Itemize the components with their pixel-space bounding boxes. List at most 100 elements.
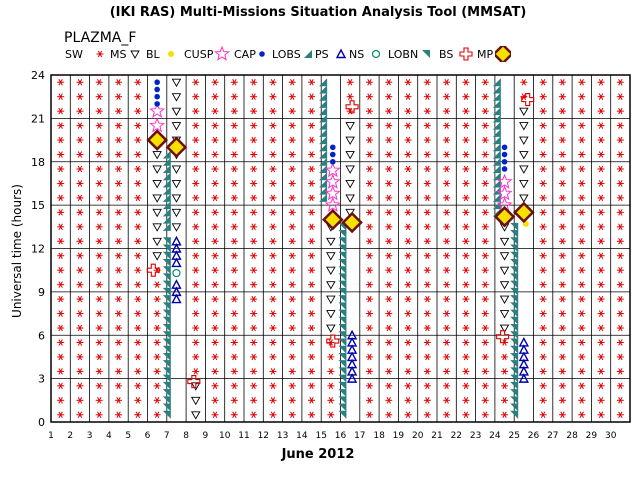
point-ms: [152, 165, 162, 174]
point-lobn: [162, 309, 171, 318]
point-sw: [423, 223, 431, 231]
point-sw: [385, 368, 393, 375]
point-sw: [616, 122, 624, 129]
point-sw: [76, 310, 84, 317]
point-lobn: [510, 258, 519, 267]
point-sw: [597, 252, 605, 260]
point-sw: [404, 165, 412, 173]
point-sw: [211, 165, 219, 173]
point-cap: [501, 158, 508, 165]
x-tick-label: 21: [431, 431, 442, 441]
point-sw: [539, 136, 547, 144]
point-sw: [95, 93, 103, 100]
point-sw: [76, 194, 84, 202]
point-ms: [171, 107, 182, 117]
point-cap: [501, 166, 508, 172]
point-sw: [134, 368, 142, 375]
point-sw: [57, 353, 65, 361]
y-tick-label: 3: [38, 373, 45, 386]
point-sw: [95, 411, 103, 419]
point-lobn: [162, 403, 171, 412]
point-sw: [597, 295, 605, 303]
point-ms: [326, 237, 336, 247]
point-sw: [365, 223, 373, 231]
point-sw: [269, 194, 277, 202]
point-cusp: [324, 196, 341, 212]
point-mp: [322, 208, 344, 231]
x-tick-label: 18: [373, 431, 385, 441]
point-sw: [385, 180, 393, 187]
point-sw: [211, 180, 219, 187]
point-sw: [115, 223, 123, 231]
point-lobs: [319, 186, 328, 195]
data-marks: [57, 78, 624, 420]
point-ms: [152, 223, 162, 232]
point-sw: [95, 368, 103, 375]
point-lobs: [319, 128, 328, 137]
legend-symbol: [214, 46, 230, 61]
point-sw: [616, 411, 624, 419]
point-lobs: [492, 114, 501, 123]
point-lobn: [510, 251, 519, 260]
point-sw: [481, 411, 489, 419]
point-sw: [250, 252, 258, 260]
point-sw: [153, 339, 161, 346]
point-sw: [134, 310, 142, 317]
point-sw: [443, 209, 451, 216]
point-lobn: [510, 352, 519, 361]
point-sw: [192, 223, 200, 231]
x-tick-label: 12: [258, 431, 269, 441]
point-sw: [192, 281, 200, 288]
point-sw: [211, 266, 219, 274]
point-sw: [578, 122, 586, 129]
point-lobn: [338, 316, 347, 325]
point-sw: [95, 223, 103, 231]
point-lobn: [338, 295, 347, 304]
point-sw: [153, 353, 161, 361]
point-sw: [404, 107, 412, 115]
point-sw: [76, 368, 84, 375]
point-sw: [230, 266, 238, 274]
point-sw: [597, 122, 605, 129]
point-sw: [558, 368, 566, 375]
point-sw: [616, 107, 624, 115]
legend-label-ms: MS: [110, 48, 127, 61]
point-sw: [115, 180, 123, 187]
point-sw: [250, 339, 258, 346]
point-sw: [230, 194, 238, 202]
point-sw: [115, 194, 123, 202]
point-sw: [76, 353, 84, 361]
chart-subtitle: PLAZMA_F: [64, 30, 137, 46]
point-sw: [308, 324, 316, 332]
point-sw: [134, 107, 142, 115]
point-sw: [269, 122, 277, 129]
point-sw: [616, 165, 624, 173]
point-sw: [76, 411, 84, 419]
point-sw: [539, 180, 547, 187]
point-sw: [597, 266, 605, 274]
point-sw: [134, 194, 142, 202]
point-sw: [443, 266, 451, 274]
point-sw: [501, 382, 509, 390]
point-sw: [57, 266, 65, 274]
point-sw: [153, 295, 161, 303]
point-sw: [462, 382, 470, 390]
point-sw: [558, 281, 566, 288]
point-sw: [481, 78, 489, 86]
point-sw: [443, 136, 451, 144]
point-sw: [308, 78, 316, 86]
point-sw: [134, 223, 142, 231]
point-sw: [192, 180, 200, 187]
point-sw: [153, 397, 161, 404]
point-lobs: [162, 215, 171, 224]
point-sw: [115, 209, 123, 216]
point-sw: [269, 165, 277, 173]
y-tick-label: 12: [31, 243, 45, 256]
y-tick-labels: 0 3 6 9 12 15 18 21 24: [31, 69, 45, 429]
point-sw: [288, 194, 296, 202]
point-sw: [385, 295, 393, 303]
point-sw: [558, 122, 566, 129]
point-bs: [521, 93, 535, 107]
point-mp: [513, 201, 535, 224]
point-sw: [250, 368, 258, 375]
